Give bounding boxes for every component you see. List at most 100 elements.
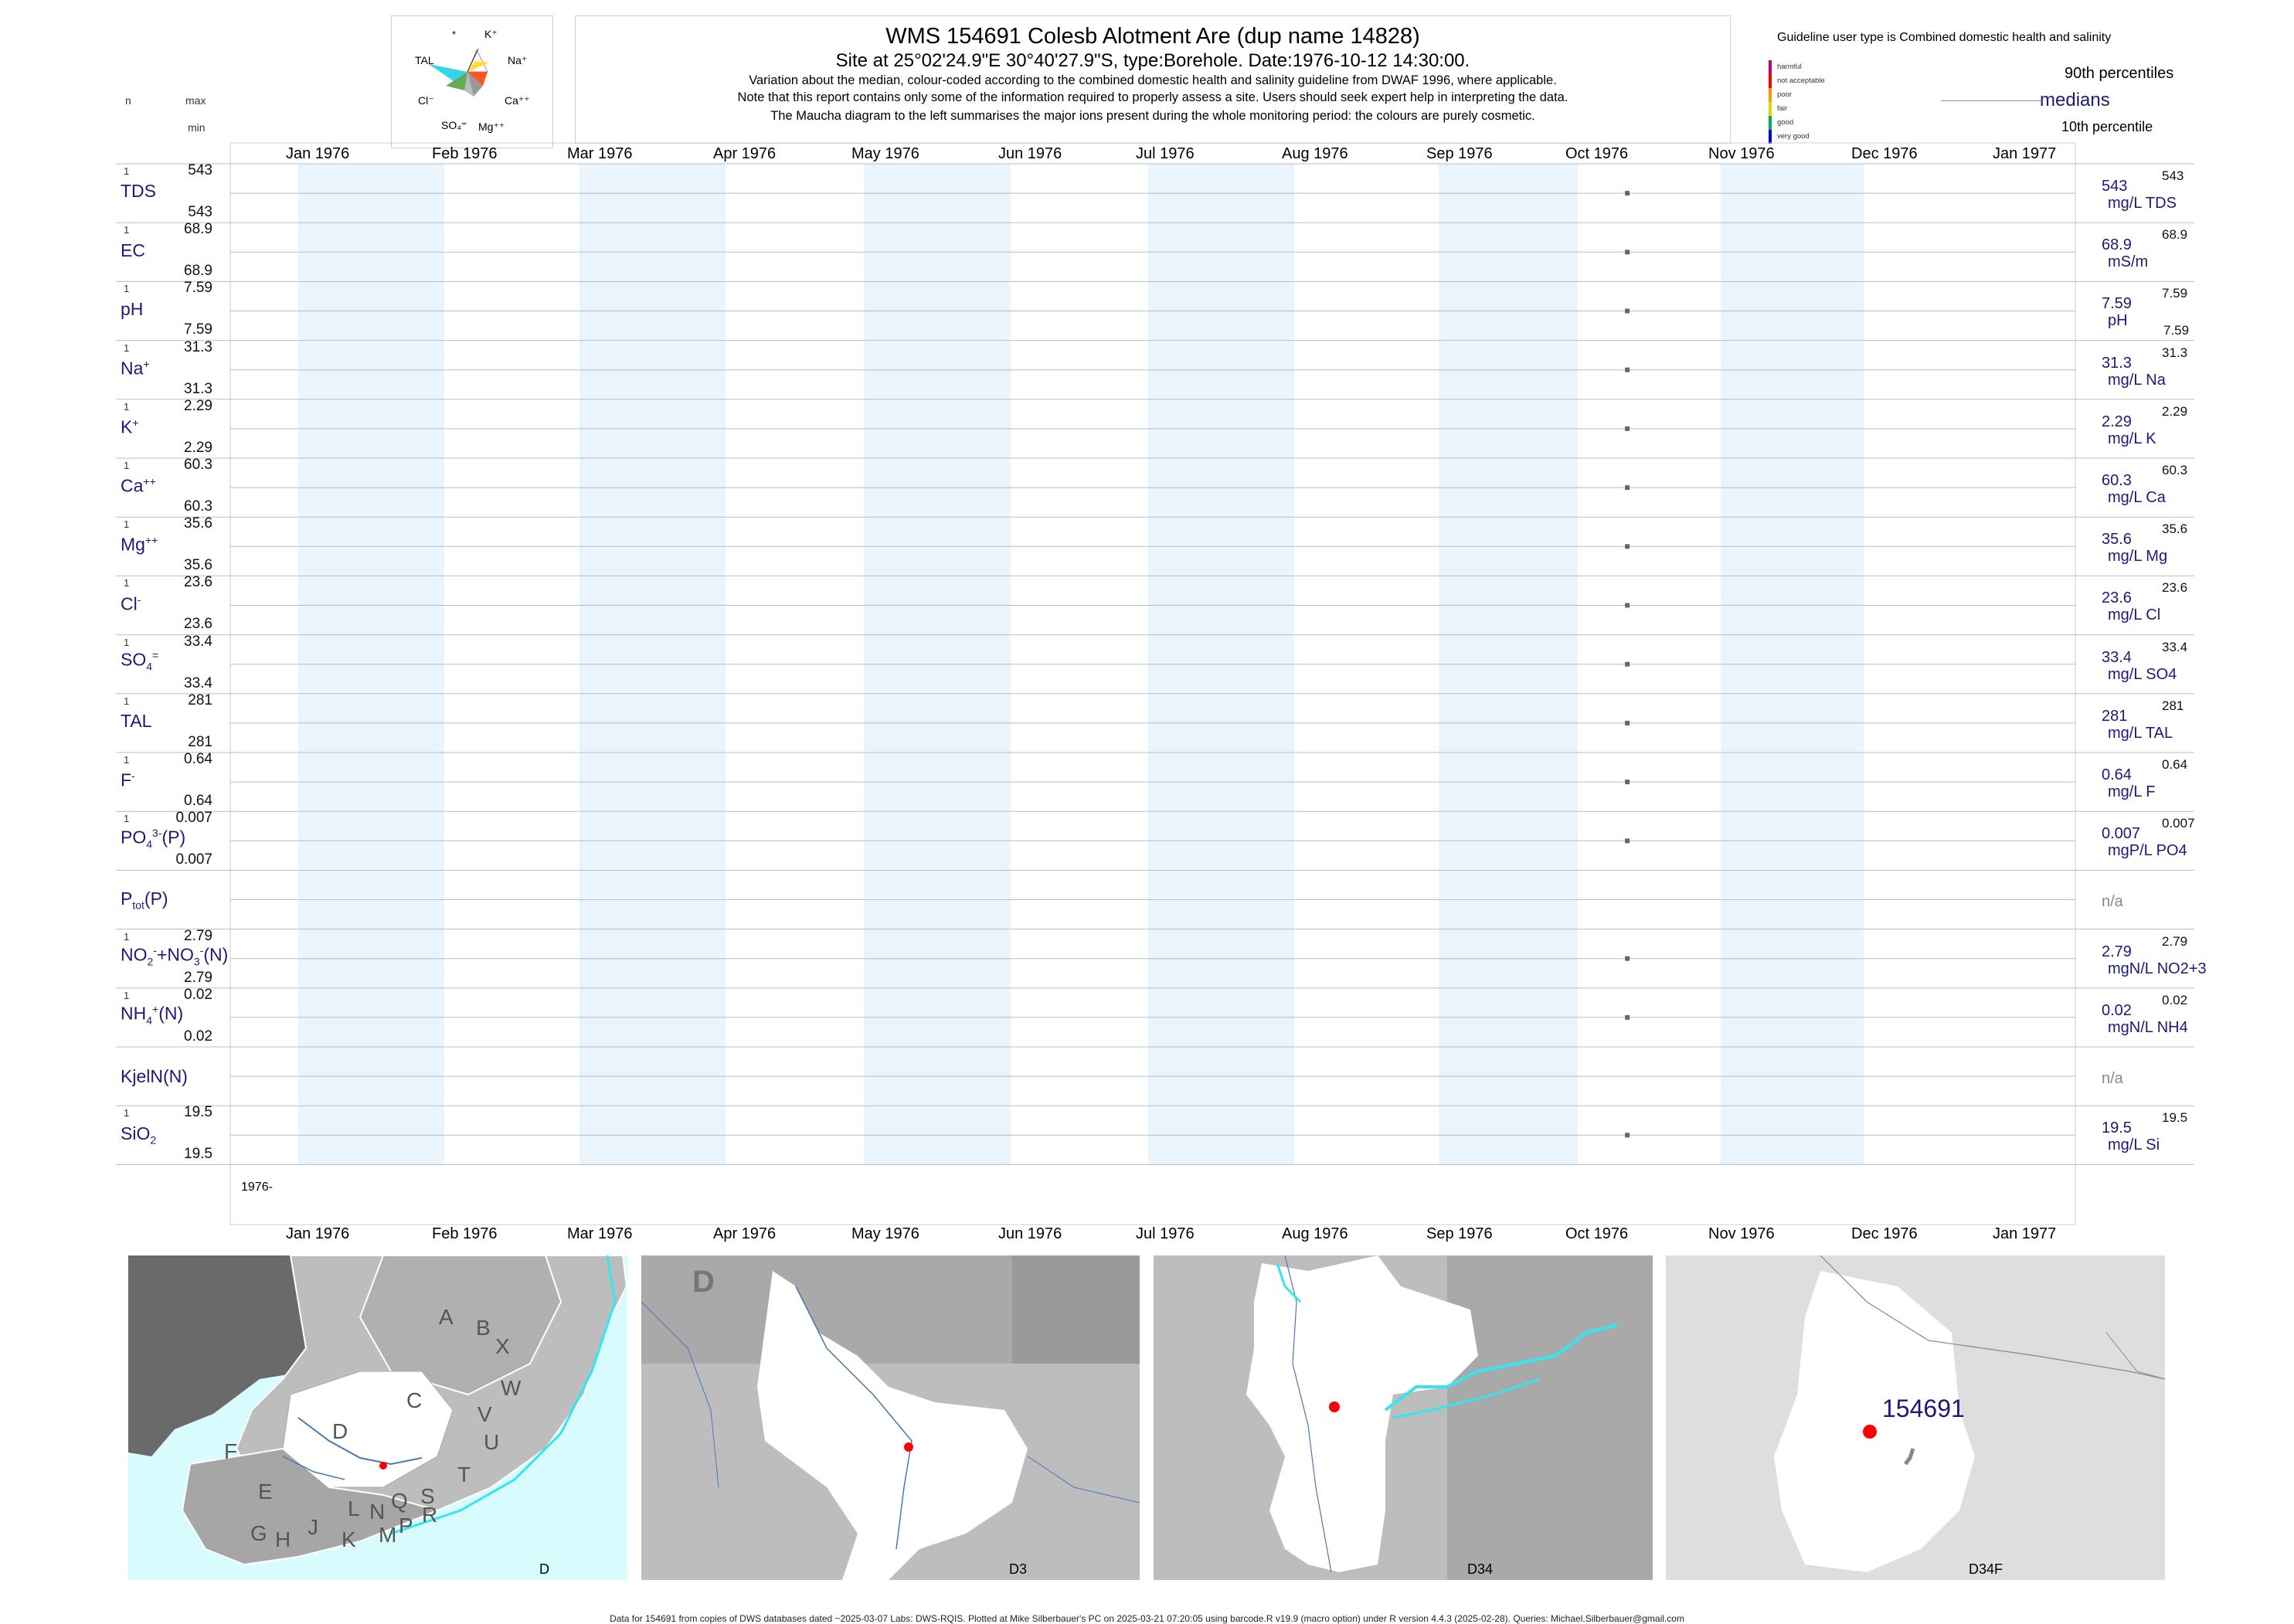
maucha-diagram-svg: * K⁺ Na⁺ Ca⁺⁺ Mg⁺⁺ SO₄⁼ Cl⁻ TAL <box>415 28 530 133</box>
data-point <box>1625 1133 1630 1138</box>
row-median-value: 0.02 <box>2102 1001 2132 1019</box>
maucha-label-so4: SO₄⁼ <box>441 119 467 131</box>
maucha-label-na: Na⁺ <box>508 54 527 66</box>
month-label-top: Sep 1976 <box>1426 145 1493 162</box>
legend-poor: poor <box>1777 90 1793 99</box>
row-p90-value: 7.59 <box>2162 286 2188 301</box>
row-unit: mg/L K <box>2108 430 2156 447</box>
col-n-header: n <box>125 94 131 107</box>
label-cl: Cl- <box>121 593 141 614</box>
row-n-count: 1 <box>124 165 130 177</box>
row-n-count: 1 <box>124 224 130 236</box>
maucha-diagram: * K⁺ Na⁺ Ca⁺⁺ Mg⁺⁺ SO₄⁼ Cl⁻ TAL <box>391 15 553 148</box>
map-d34-svg <box>1154 1255 1653 1580</box>
maucha-label-tal: TAL <box>415 54 434 66</box>
label-sio2: SiO2 <box>121 1123 157 1147</box>
data-point <box>1625 720 1630 725</box>
row-max-value: 0.007 <box>175 810 212 827</box>
col-min-header: min <box>188 121 206 134</box>
row-p90-value: 0.007 <box>2162 816 2195 831</box>
month-label-top: Mar 1976 <box>567 145 633 162</box>
row-median-value: 7.59 <box>2102 295 2132 313</box>
map-letter-m: M <box>379 1523 397 1547</box>
month-label-top: Jun 1976 <box>998 145 1062 162</box>
guideline-class-fair <box>1769 102 1772 116</box>
month-label-top: Nov 1976 <box>1708 145 1775 162</box>
site-marker-d3 <box>904 1442 913 1452</box>
row-max-value: 19.5 <box>184 1104 212 1121</box>
map-letter-w: W <box>501 1376 522 1400</box>
data-point <box>1625 838 1630 844</box>
map-south-africa: A B X W C V U D T F E S R Q N L P M K J … <box>128 1255 628 1580</box>
guideline-title: Guideline user type is Combined domestic… <box>1777 31 2112 44</box>
row-min-value: 23.6 <box>184 616 212 633</box>
row-max-value: 281 <box>188 691 212 708</box>
site-subtitle: Site at 25°02'24.9"E 30°40'27.9"S, type:… <box>835 50 1470 71</box>
row-max-value: 2.29 <box>184 397 212 414</box>
guideline-class-poor <box>1769 88 1772 102</box>
map-letter-a: A <box>439 1305 454 1329</box>
row-median-na: n/a <box>2102 893 2123 911</box>
row-median-value: 35.6 <box>2102 531 2132 549</box>
row-min-value: 35.6 <box>184 557 212 574</box>
data-point <box>1625 780 1630 785</box>
label-na: Na+ <box>121 358 150 379</box>
legend-p10: 10th percentile <box>2061 119 2153 134</box>
map-d34f: 154691 D34F <box>1666 1255 2166 1580</box>
month-label-bottom: Jun 1976 <box>998 1225 1062 1242</box>
row-max-value: 60.3 <box>184 457 212 473</box>
guideline-class-very-good <box>1769 130 1772 144</box>
label-po4: PO43-(P) <box>121 827 186 851</box>
row-p90-value: 23.6 <box>2162 580 2188 596</box>
row-p90-value: 19.5 <box>2162 1110 2188 1126</box>
row-min-value: 33.4 <box>184 674 212 691</box>
map-letter-c: C <box>406 1388 423 1412</box>
map-letter-g: G <box>250 1521 267 1545</box>
legend-median-line <box>1941 100 2041 101</box>
map-caption-d34: D34 <box>1467 1561 1494 1577</box>
legend-fair: fair <box>1777 104 1788 113</box>
note-1: Variation about the median, colour-coded… <box>749 73 1557 87</box>
month-label-top: Dec 1976 <box>1851 145 1918 162</box>
row-min-value: 31.3 <box>184 380 212 397</box>
label-ca: Ca++ <box>121 475 156 496</box>
month-label-bottom: Oct 1976 <box>1565 1225 1629 1242</box>
month-label-top: Jan 1977 <box>1993 145 2057 162</box>
site-marker-d34 <box>1329 1401 1340 1412</box>
data-point <box>1625 367 1630 372</box>
legend-harmful: harmful <box>1777 63 1802 71</box>
data-point <box>1625 191 1630 196</box>
row-p90-value: 0.02 <box>2162 992 2188 1007</box>
month-label-bottom: Mar 1976 <box>567 1225 633 1242</box>
site-marker-d34f <box>1863 1425 1877 1439</box>
map-d34f-svg <box>1666 1255 2166 1580</box>
maucha-label-cl: Cl⁻ <box>418 94 434 107</box>
row-unit: mg/L Cl <box>2108 606 2161 624</box>
row-p90-value: 35.6 <box>2162 522 2188 537</box>
row-min-value: 543 <box>188 204 212 220</box>
month-label-bottom: Jul 1976 <box>1136 1225 1195 1242</box>
month-label-bottom: Sep 1976 <box>1426 1225 1493 1242</box>
map-letter-p: P <box>399 1514 413 1537</box>
row-unit: mg/L TAL <box>2108 724 2173 742</box>
month-label-bottom: Aug 1976 <box>1282 1225 1348 1242</box>
legend-p90: 90th percentiles <box>2065 65 2174 82</box>
map-letter-v: V <box>477 1402 492 1426</box>
map-letter-h: H <box>275 1527 291 1551</box>
year-label: 1976- <box>241 1181 273 1194</box>
row-unit: mg/L Ca <box>2108 489 2166 506</box>
data-point <box>1625 485 1630 491</box>
row-n-count: 1 <box>124 577 130 589</box>
row-median-value: 0.007 <box>2102 825 2141 843</box>
row-unit: mgP/L PO4 <box>2108 842 2187 860</box>
map-letter-b: B <box>476 1316 491 1340</box>
maucha-label-mg: Mg⁺⁺ <box>478 121 505 133</box>
row-median-value: 23.6 <box>2102 589 2132 607</box>
row-min-value: 0.007 <box>175 851 212 868</box>
maucha-label-ca: Ca⁺⁺ <box>505 94 530 107</box>
row-max-value: 7.59 <box>184 280 212 297</box>
map-letter-j: J <box>308 1515 318 1539</box>
month-label-top: Jan 1976 <box>286 145 350 162</box>
row-min-value: 2.79 <box>184 969 212 986</box>
map-d3: D D3 <box>641 1255 1140 1580</box>
